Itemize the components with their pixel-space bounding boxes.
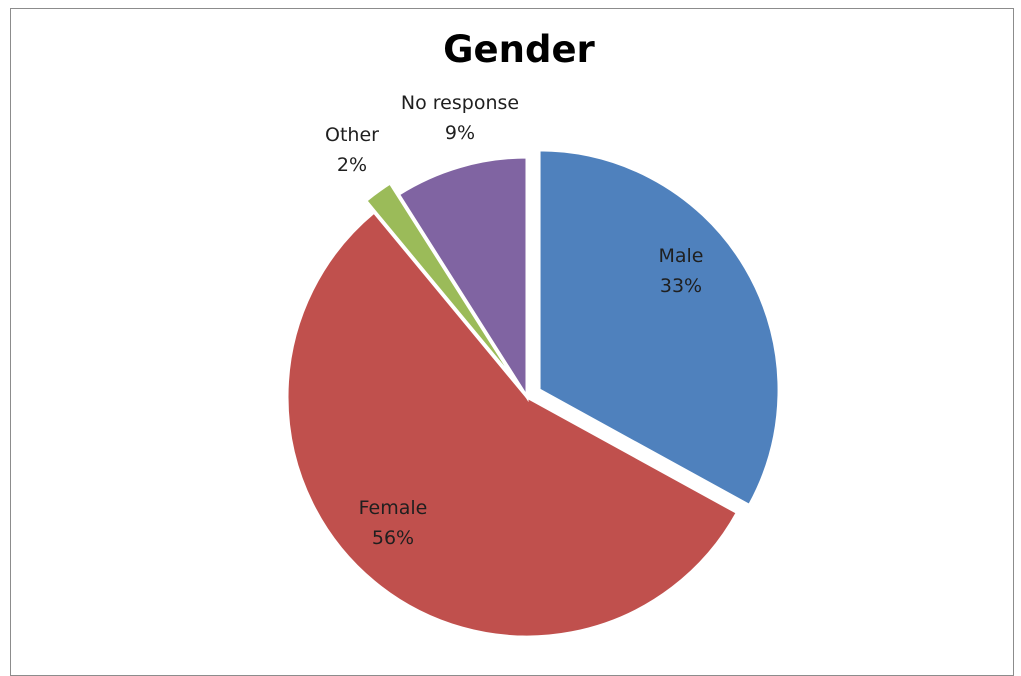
pie-slices bbox=[285, 148, 781, 639]
pie-slice-female bbox=[285, 209, 740, 639]
slice-label-value-other: 2% bbox=[337, 154, 367, 176]
chart-title: Gender bbox=[443, 28, 595, 71]
slice-label-name-male: Male bbox=[658, 245, 703, 267]
slice-label-name-other: Other bbox=[325, 124, 379, 146]
slice-label-value-no-response: 9% bbox=[445, 122, 475, 144]
slice-label-name-no-response: No response bbox=[401, 92, 519, 114]
slice-label-value-male: 33% bbox=[660, 275, 702, 297]
pie-slice-other bbox=[363, 180, 521, 387]
pie-slice-no-response bbox=[396, 155, 529, 403]
slice-label-name-female: Female bbox=[359, 497, 428, 519]
pie-data-labels: Male 33% Female 56% Other 2% No response 9% bbox=[325, 92, 703, 549]
pie-slice-male bbox=[537, 148, 781, 508]
slice-label-value-female: 56% bbox=[372, 527, 414, 549]
